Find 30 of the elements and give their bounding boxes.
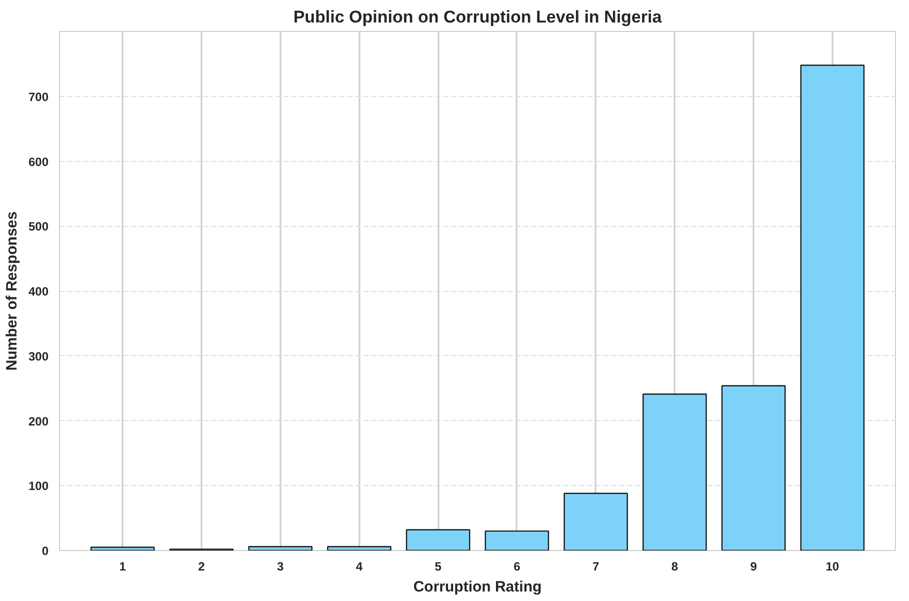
bar [642,394,707,550]
x-tick-label: 4 [356,560,363,574]
x-tick-label: 5 [434,560,442,574]
x-tick-label: 9 [750,560,758,574]
bar [327,546,392,550]
y-tick-label: 400 [28,284,49,298]
y-tick-label: 300 [28,349,49,364]
x-tick-label: 2 [198,560,206,574]
y-tick-label: 200 [28,414,49,428]
x-tick-label: 3 [276,560,284,574]
bar [248,546,312,550]
y-tick-label: 600 [28,154,49,169]
bar [800,64,865,550]
x-tick-label: 7 [592,560,600,574]
y-tick-label: 0 [42,544,49,558]
x-tick-label: 6 [514,560,521,574]
x-axis-title: Corruption Rating [413,578,542,596]
y-tick-label: 700 [28,90,49,104]
bar [90,546,155,550]
x-tick-label: 10 [826,560,840,574]
bar [406,529,470,550]
bar [484,530,550,550]
x-tick-label: 8 [671,560,678,574]
x-tick-label: 1 [119,560,126,574]
bar [721,385,786,550]
chart-title: Public Opinion on Corruption Level in Nigeria [293,8,662,26]
bar [564,492,628,550]
y-tick-label: 500 [28,220,49,234]
y-tick-label: 100 [28,479,49,494]
y-axis-title: Number of Responses [3,211,20,371]
